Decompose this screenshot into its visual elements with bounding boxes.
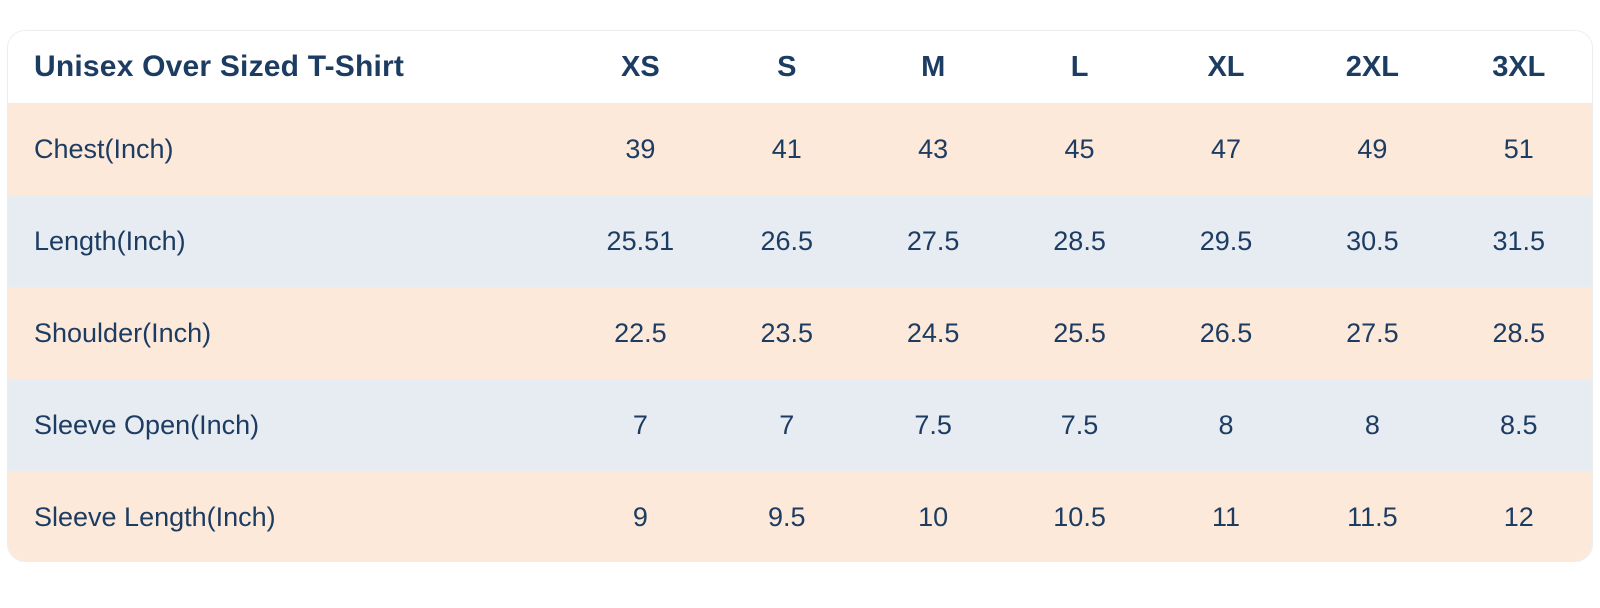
table-cell: 23.5 — [760, 317, 814, 348]
table-cell: 8 — [1218, 409, 1234, 440]
table-cell: 7 — [779, 409, 795, 440]
table-cell: 29.5 — [1199, 225, 1253, 256]
table-cell: 41 — [771, 133, 802, 164]
table-cell: 31.5 — [1492, 225, 1546, 256]
row-label: Sleeve Open(Inch) — [34, 409, 260, 440]
size-chart-header-row: Unisex Over Sized T-Shirt XS S M L XL 2XL 3XL — [8, 31, 1592, 103]
table-cell: 27.5 — [1346, 317, 1399, 348]
size-column-header-xl: XL — [1207, 50, 1245, 83]
table-cell: 8 — [1364, 409, 1380, 440]
table-row: Length(Inch) 25.51 26.5 27.5 28.5 29.5 30.5 31.… — [8, 195, 1592, 287]
table-cell: 10 — [918, 501, 949, 532]
row-label: Chest(Inch) — [34, 133, 174, 164]
table-row: Shoulder(Inch) 22.5 23.5 24.5 25.5 26.5 27.5 28… — [8, 287, 1592, 379]
table-cell: 51 — [1503, 133, 1534, 164]
table-cell: 39 — [625, 133, 656, 164]
table-cell: 7.5 — [1060, 409, 1099, 440]
table-cell: 25.51 — [606, 225, 675, 256]
table-cell: 26.5 — [760, 225, 814, 256]
table-cell: 10.5 — [1053, 501, 1106, 532]
table-cell: 30.5 — [1346, 225, 1399, 256]
table-cell: 12 — [1503, 501, 1534, 532]
size-chart-body: Chest(Inch) 39 41 43 45 47 49 51 Length(Inch) 25.… — [8, 103, 1592, 561]
size-chart-title: Unisex Over Sized T-Shirt — [34, 50, 405, 83]
table-cell: 9.5 — [767, 501, 806, 532]
table-cell: 25.5 — [1053, 317, 1106, 348]
size-column-header-xs: XS — [621, 50, 660, 83]
size-column-header-l: L — [1070, 50, 1089, 83]
table-cell: 22.5 — [614, 317, 667, 348]
table-cell: 9 — [632, 501, 648, 532]
table-cell: 7 — [632, 409, 648, 440]
table-cell: 8.5 — [1500, 409, 1538, 440]
table-row: Chest(Inch) 39 41 43 45 47 49 51 — [8, 103, 1592, 195]
size-column-header-s: S — [777, 50, 797, 83]
table-cell: 26.5 — [1199, 317, 1253, 348]
table-row: Sleeve Open(Inch) 7 7 7.5 7.5 8 8 8.5 — [8, 379, 1592, 471]
row-label: Length(Inch) — [34, 225, 186, 256]
table-cell: 11 — [1211, 501, 1240, 532]
row-label: Sleeve Length(Inch) — [34, 501, 276, 532]
table-cell: 49 — [1357, 133, 1388, 164]
table-cell: 27.5 — [906, 225, 960, 256]
table-row: Sleeve Length(Inch) 9 9.5 10 10.5 11 11.5 12 — [8, 471, 1592, 561]
size-chart-card: Unisex Over Sized T-Shirt XS S M L XL 2XL 3XL … — [7, 30, 1593, 562]
table-cell: 47 — [1210, 133, 1241, 164]
size-column-header-m: M — [921, 50, 946, 83]
table-cell: 43 — [918, 133, 949, 164]
table-cell: 45 — [1064, 133, 1095, 164]
table-cell: 28.5 — [1053, 225, 1106, 256]
table-cell: 11.5 — [1347, 501, 1398, 532]
size-column-header-2xl: 2XL — [1345, 50, 1399, 83]
table-cell: 24.5 — [906, 317, 960, 348]
table-cell: 28.5 — [1492, 317, 1546, 348]
table-cell: 7.5 — [914, 409, 952, 440]
size-column-header-3xl: 3XL — [1492, 50, 1546, 83]
row-label: Shoulder(Inch) — [34, 317, 212, 348]
